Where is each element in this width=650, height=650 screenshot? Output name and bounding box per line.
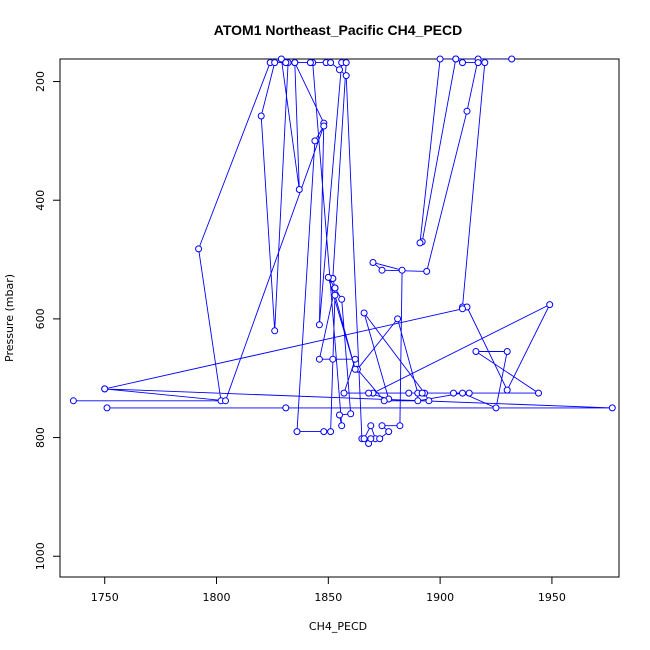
data-point (503, 348, 511, 355)
data-point (503, 386, 511, 394)
data-point (311, 137, 319, 145)
data-point (360, 435, 368, 443)
data-point (271, 59, 279, 67)
data-point (459, 389, 466, 397)
y-tick-label: 800 (34, 427, 47, 448)
y-tick-label: 600 (34, 308, 47, 329)
x-tick-label: 1750 (91, 591, 119, 604)
data-point (472, 348, 480, 355)
data-point (367, 435, 375, 443)
data-point (320, 428, 328, 436)
data-point (257, 112, 265, 120)
plot-frame (59, 58, 620, 578)
data-point (423, 267, 431, 275)
data-point (378, 422, 386, 430)
x-tick-label: 1800 (203, 591, 231, 604)
data-point (436, 55, 444, 63)
data-point (293, 428, 301, 436)
data-point (416, 239, 424, 247)
series-layer (69, 55, 616, 447)
data-point (380, 397, 388, 405)
data-point (195, 245, 203, 253)
x-tick-label: 1950 (538, 591, 566, 604)
data-point (459, 305, 466, 313)
data-point (347, 410, 355, 418)
data-point (369, 259, 377, 266)
data-point (394, 315, 402, 323)
data-point (608, 404, 616, 412)
data-point (282, 404, 290, 412)
data-point (315, 321, 323, 329)
data-point (418, 389, 426, 397)
x-tick-label: 1850 (314, 591, 342, 604)
data-point (327, 59, 335, 67)
data-point (342, 59, 350, 67)
data-point (331, 284, 339, 292)
data-point (474, 59, 482, 67)
data-point (351, 355, 359, 363)
data-point (378, 266, 386, 274)
data-point (222, 397, 229, 405)
data-point (367, 422, 375, 430)
x-axis: 1750 1800 1850 1900 1950 (91, 577, 566, 604)
data-point (327, 428, 335, 436)
data-point (452, 55, 460, 63)
data-point (271, 327, 279, 335)
data-point (535, 389, 542, 397)
data-point (69, 397, 77, 405)
data-point (351, 365, 359, 373)
data-point (336, 66, 343, 74)
data-point (306, 59, 314, 67)
data-point (508, 55, 516, 63)
x-tick-label: 1900 (426, 591, 454, 604)
chart-title: ATOM1 Northeast_Pacific CH4_PECD (214, 22, 462, 38)
y-axis: 200 400 600 800 1000 (34, 71, 60, 570)
series-line (73, 59, 613, 445)
y-tick-label: 1000 (34, 542, 47, 570)
data-point (376, 435, 384, 443)
data-point (492, 404, 500, 412)
data-point (459, 59, 466, 67)
data-point (103, 404, 111, 412)
data-point (282, 59, 290, 67)
data-point (414, 397, 422, 405)
data-point (425, 397, 433, 405)
data-point (398, 266, 406, 274)
data-point (342, 72, 350, 80)
data-point (338, 295, 346, 303)
data-point (329, 355, 337, 363)
data-point (450, 389, 457, 397)
data-point (336, 411, 343, 419)
data-point (277, 55, 285, 63)
y-tick-label: 400 (34, 190, 47, 211)
data-point (101, 385, 109, 393)
x-axis-label: CH4_PECD (309, 620, 367, 633)
y-tick-label: 200 (34, 71, 47, 92)
data-point (385, 428, 393, 436)
data-point (481, 59, 489, 67)
data-point (365, 389, 373, 397)
data-point (463, 107, 471, 115)
data-point (320, 122, 328, 130)
data-point (324, 273, 332, 281)
data-point (291, 59, 299, 67)
data-point (405, 389, 413, 397)
data-point (338, 422, 346, 430)
data-point (360, 309, 368, 317)
data-point (331, 291, 339, 299)
data-point (546, 301, 554, 309)
data-point (396, 422, 404, 430)
y-axis-label: Pressure (mbar) (3, 274, 16, 362)
data-point (295, 186, 303, 193)
data-point (340, 389, 348, 397)
data-point (465, 389, 473, 397)
data-point (315, 355, 323, 363)
